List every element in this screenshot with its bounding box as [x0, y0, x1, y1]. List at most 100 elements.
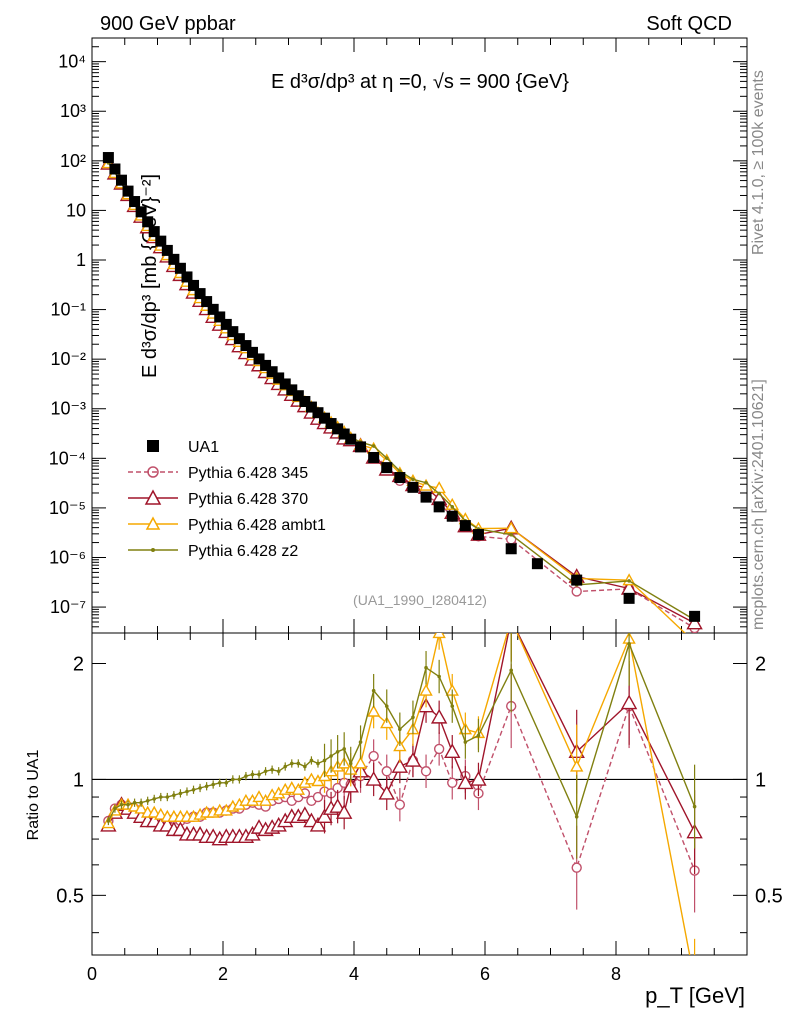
ratio-point	[391, 758, 409, 773]
data-point-ua1	[355, 441, 367, 453]
ratio-tick-label-right: 2	[755, 653, 766, 675]
ratio-point	[316, 761, 320, 766]
ratio-point	[358, 740, 363, 744]
ratio-point	[335, 804, 353, 819]
ratio-point	[437, 674, 441, 679]
ratio-point	[158, 795, 163, 799]
ratio-tick-label: 1	[73, 769, 84, 791]
y-tick-label: 10⁴	[58, 52, 86, 72]
ratio-point	[371, 688, 376, 693]
axes-layer: 0 2 4 6 8 10⁴ 10³ 10² 10 1 10⁻¹ 10⁻² 10⁻³ 10⁻⁴ 10⁻⁵ 10⁻…	[49, 37, 783, 984]
data-point-ua1	[240, 340, 252, 352]
ratio-point	[420, 766, 432, 777]
ratio-point	[366, 704, 381, 717]
data-point-ua1	[279, 378, 291, 390]
ratio-point	[404, 752, 422, 767]
ratio-point	[119, 802, 124, 807]
data-point-ua1	[292, 390, 304, 402]
data-point-ua1	[168, 253, 180, 265]
ratio-point	[504, 613, 518, 626]
data-point-ua1	[260, 359, 272, 371]
y-tick-label: 10⁻⁶	[49, 547, 86, 567]
legend-marker-ua1	[147, 440, 159, 452]
data-point-ua1	[368, 451, 380, 463]
ratio-point	[152, 797, 157, 801]
data-point-ua1	[161, 244, 173, 256]
ratio-tick-label: 0.5	[56, 885, 84, 907]
data-point-ua1	[312, 407, 324, 419]
plot-title: E d³σ/dp³ at η =0, √s = 900 {GeV}	[271, 71, 569, 93]
data-point-ua1	[214, 311, 226, 323]
ratio-point	[211, 782, 215, 787]
y-tick-label: 10⁻³	[50, 399, 86, 419]
header-right: Soft QCD	[646, 13, 732, 35]
side-label-top: Rivet 4.1.0, ≥ 100k events	[750, 70, 767, 255]
data-point-ua1	[129, 196, 141, 208]
data-point-ua1	[122, 185, 134, 197]
ratio-point	[217, 780, 222, 785]
x-tick-label: 8	[611, 964, 621, 984]
data-point-ua1	[299, 395, 311, 407]
ratio-point	[447, 777, 458, 788]
series-point	[450, 504, 455, 509]
ratio-point	[433, 743, 445, 755]
data-point-ua1	[246, 346, 258, 358]
ratio-point	[620, 694, 638, 710]
ratio-data-layer	[100, 613, 703, 955]
series-point	[689, 637, 700, 647]
ratio-point	[424, 665, 428, 670]
side-label-bottom: mcplots.cern.ch [arXiv:2401.10621]	[750, 379, 767, 630]
ratio-point	[430, 708, 448, 724]
ratio-point	[476, 733, 481, 738]
data-point-ua1	[181, 271, 193, 283]
ratio-point	[276, 769, 281, 774]
series-point	[371, 444, 376, 448]
data-point-ua1	[227, 326, 239, 338]
ratio-tick-label-right: 1	[755, 769, 766, 791]
ratio-point	[570, 759, 584, 772]
ratio-line-3	[107, 641, 696, 822]
ratio-point	[329, 754, 333, 758]
data-point-ua1	[623, 592, 635, 604]
ratio-point	[312, 791, 324, 803]
ratio-point	[316, 808, 333, 824]
y-tick-label: 10³	[60, 101, 86, 121]
data-point-ua1	[148, 226, 160, 238]
ratio-point	[283, 764, 288, 769]
ratio-point	[198, 786, 202, 790]
ratio-point	[154, 807, 168, 820]
legend-label-345: Pythia 6.428 345	[188, 465, 308, 482]
data-point-ua1	[472, 529, 484, 541]
legend-label-ambt1: Pythia 6.428 ambt1	[188, 517, 326, 534]
data-point-ua1	[459, 520, 471, 532]
ratio-point	[257, 772, 261, 777]
ratio-point	[457, 774, 474, 790]
data-point-ua1	[433, 501, 445, 513]
ratio-point	[509, 668, 513, 673]
ratio-plot-frame	[91, 632, 748, 956]
ratio-point	[463, 740, 468, 744]
ratio-point	[252, 790, 266, 803]
ratio-point	[106, 819, 111, 823]
legend-label-z2: Pythia 6.428 z2	[188, 543, 298, 560]
series-point	[504, 521, 518, 534]
data-point-ua1	[319, 412, 331, 424]
ratio-point	[506, 614, 517, 624]
data-point-ua1	[332, 423, 344, 435]
x-tick-label: 6	[480, 964, 490, 984]
ratio-point	[692, 804, 697, 809]
ratio-point	[432, 633, 446, 639]
legend-label-ua1: UA1	[188, 439, 219, 456]
data-point-ua1	[253, 353, 265, 365]
data-point-ua1	[407, 481, 419, 493]
ratio-point	[263, 769, 268, 774]
ratio-point	[250, 772, 255, 777]
data-point-ua1	[446, 510, 458, 522]
data-point-ua1	[142, 216, 154, 228]
ratio-point	[139, 800, 143, 805]
ratio-point	[147, 805, 161, 818]
data-point-ua1	[531, 558, 543, 570]
ratio-point	[335, 749, 340, 754]
data-point-ua1	[220, 318, 232, 330]
legend-label-370: Pythia 6.428 370	[188, 491, 308, 508]
